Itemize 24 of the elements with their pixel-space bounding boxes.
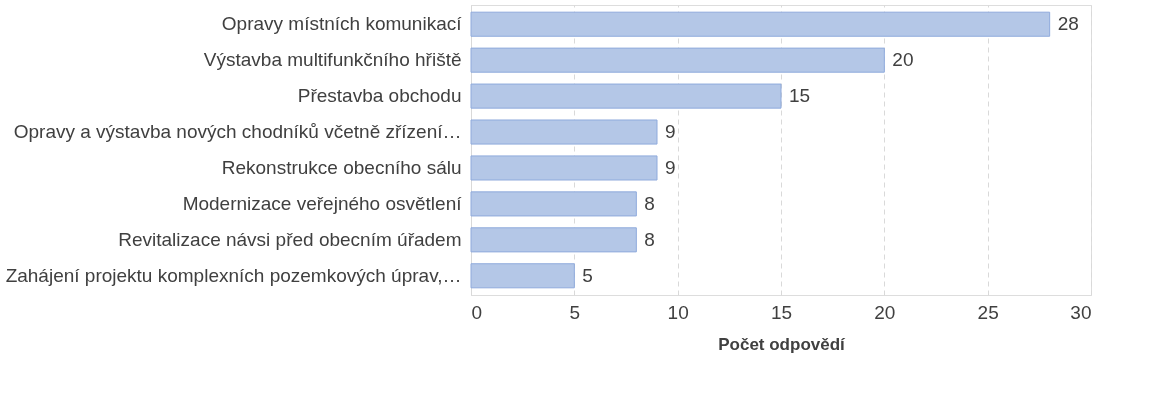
x-tick-label: 15 (770, 301, 793, 323)
y-tick-label: Opravy místních komunikací (221, 13, 463, 35)
x-tick-label: 30 (1070, 301, 1092, 323)
y-tick-label: Modernizace veřejného osvětlení (182, 192, 463, 214)
data-label: 20 (892, 49, 914, 71)
y-tick-label: Přestavba obchodu (297, 85, 462, 107)
data-label: 8 (644, 228, 655, 250)
x-tick-label: 5 (569, 301, 581, 323)
x-tick-label: 0 (471, 301, 483, 323)
y-tick-label: Revitalizace návsi před obecním úřadem (118, 228, 462, 250)
data-label: 8 (644, 192, 655, 214)
x-tick-label: 25 (977, 301, 999, 323)
data-label: 9 (665, 121, 676, 143)
data-label: 15 (789, 85, 811, 107)
x-axis-title: Počet odpovědí (718, 334, 847, 354)
y-tick-label: Výstavba multifunkčního hřiště (203, 49, 462, 71)
y-tick-label: Opravy a výstavba nových chodníků včetně zřízení… (13, 121, 462, 143)
x-tick-label: 20 (874, 301, 896, 323)
data-label: 9 (665, 156, 676, 178)
y-tick-label: Rekonstrukce obecního sálu (221, 156, 462, 178)
data-label: 5 (582, 264, 593, 286)
data-label: 28 (1057, 13, 1079, 35)
x-tick-label: 10 (667, 301, 689, 323)
y-tick-label: Zahájení projektu komplexních pozemkových úprav,… (5, 264, 462, 286)
